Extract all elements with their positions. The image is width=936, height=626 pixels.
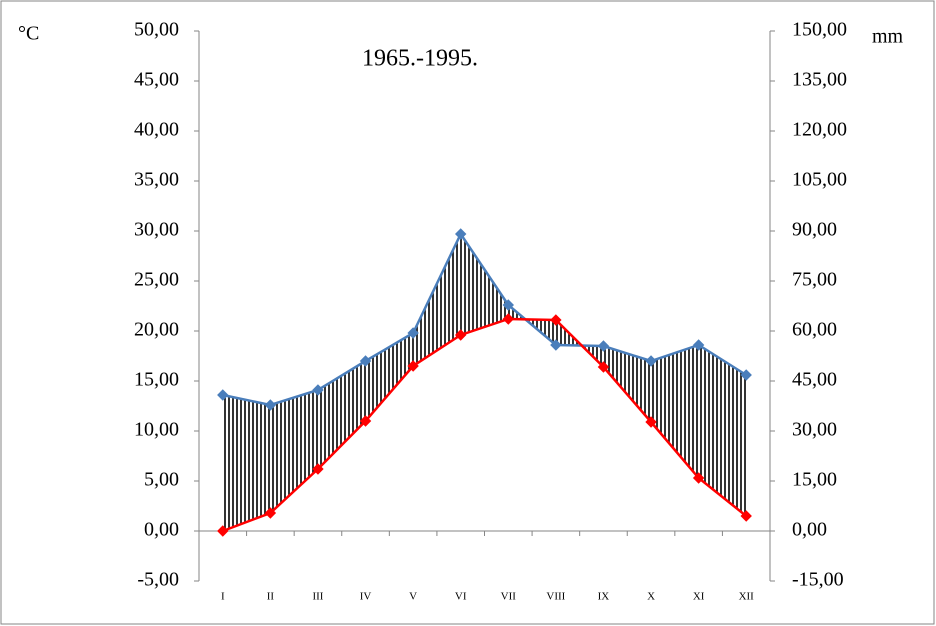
y2-tick-label: 30,00: [792, 419, 837, 441]
y-tick-label: 50,00: [134, 19, 179, 41]
y-tick-label: 25,00: [134, 269, 179, 291]
marker: [264, 399, 277, 411]
marker: [312, 463, 324, 475]
marker: [359, 355, 372, 367]
marker: [597, 361, 610, 373]
x-tick-label: II: [267, 591, 275, 603]
y2-tick-label: 75,00: [792, 269, 837, 291]
x-tick-label: XI: [693, 591, 705, 603]
series-line: [222, 231, 747, 407]
marker: [645, 355, 657, 367]
x-tick-label: V: [409, 591, 417, 603]
hatch-area: [222, 234, 747, 531]
marker: [502, 313, 514, 325]
x-tick-label: IV: [360, 591, 372, 603]
y-tick-label: 40,00: [134, 119, 179, 141]
y2-tick-label: 15,00: [792, 469, 837, 491]
marker: [217, 525, 229, 537]
y-tick-label: 45,00: [134, 69, 179, 91]
x-tick-label: VI: [455, 591, 467, 603]
marker: [550, 314, 562, 326]
series-line: [222, 317, 747, 533]
chart-title: 1965.-1995.: [362, 46, 478, 72]
x-tick-label: VIII: [546, 591, 565, 603]
y2-tick-label: 45,00: [792, 369, 837, 391]
marker: [217, 389, 229, 401]
y-tick-label: 0,00: [144, 519, 179, 541]
x-tick-label: IX: [598, 591, 610, 603]
y-axis-label: °C: [18, 23, 39, 45]
y-tick-label: 30,00: [134, 219, 179, 241]
y-tick-label: 15,00: [134, 369, 179, 391]
y-tick-label: -5,00: [137, 569, 179, 591]
marker: [692, 472, 705, 484]
y2-tick-label: 105,00: [792, 169, 847, 191]
marker: [740, 369, 752, 381]
y2-tick-label: 90,00: [792, 219, 837, 241]
marker: [645, 416, 657, 428]
y2-tick-label: 150,00: [792, 19, 847, 41]
x-tick-label: X: [647, 591, 655, 603]
marker: [692, 339, 705, 351]
marker: [359, 415, 372, 427]
marker: [407, 360, 419, 372]
x-tick-label: III: [312, 591, 323, 603]
x-tick-label: XII: [739, 591, 755, 603]
marker: [264, 507, 277, 519]
y2-tick-label: 0,00: [792, 519, 827, 541]
y2-tick-label: 60,00: [792, 319, 837, 341]
y2-axis-label: mm: [872, 26, 904, 48]
marker: [455, 228, 467, 240]
marker: [740, 510, 752, 522]
y2-tick-label: -15,00: [792, 569, 844, 591]
marker: [455, 329, 467, 341]
y-tick-label: 35,00: [134, 169, 179, 191]
marker: [502, 299, 514, 311]
marker: [597, 340, 610, 352]
x-tick-label: VII: [501, 591, 517, 603]
marker: [407, 327, 419, 339]
x-tick-label: I: [221, 591, 225, 603]
y-tick-label: 5,00: [144, 469, 179, 491]
y2-tick-label: 135,00: [792, 69, 847, 91]
marker: [550, 339, 562, 351]
y-tick-label: 10,00: [134, 419, 179, 441]
marker: [312, 384, 324, 396]
y2-tick-label: 120,00: [792, 119, 847, 141]
y-tick-label: 20,00: [134, 319, 179, 341]
